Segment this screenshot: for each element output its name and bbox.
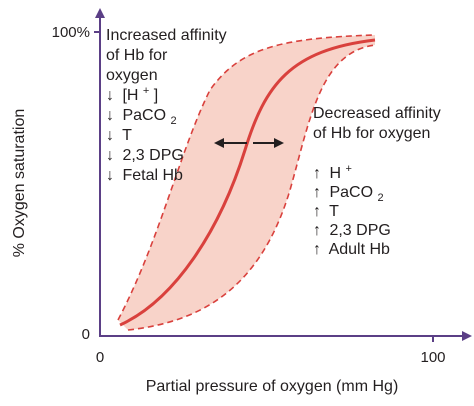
item-text: T	[329, 203, 339, 220]
x-tick-label-100: 100	[420, 349, 445, 366]
heading-line-2: of Hb for	[106, 47, 168, 64]
increased-affinity-item-paco2: ↓ PaCO 2	[106, 107, 177, 127]
up-arrow-icon: ↑	[313, 165, 321, 182]
decreased-affinity-item-paco2: ↑ PaCO 2	[313, 184, 384, 204]
shift-band	[118, 35, 375, 330]
decreased-affinity-item-t: ↑ T	[313, 203, 339, 220]
increased-affinity-block: Increased affinity of Hb for oxygen ↓ [H…	[106, 27, 231, 184]
item-superscript: +	[143, 85, 149, 97]
decreased-affinity-block: Decreased affinity of Hb for oxygen ↑ H …	[313, 105, 445, 258]
left-shifted-curve	[117, 34, 376, 321]
item-subscript: 2	[170, 115, 176, 127]
item-text: [H	[122, 87, 138, 104]
down-arrow-icon: ↓	[106, 147, 114, 164]
x-axis-title: Partial pressure of oxygen (mm Hg)	[146, 378, 399, 395]
item-text: H	[329, 165, 341, 182]
increased-affinity-item-h: ↓ [H + ]	[106, 81, 158, 104]
heading-line-2: of Hb for oxygen	[313, 125, 430, 142]
left-shift-arrowhead	[214, 138, 224, 148]
item-text: T	[122, 127, 132, 144]
down-arrow-icon: ↓	[106, 87, 114, 104]
x-axis-arrowhead	[462, 331, 472, 341]
up-arrow-icon: ↑	[313, 222, 321, 239]
item-superscript: +	[345, 163, 351, 175]
shift-arrows	[214, 138, 284, 148]
item-text: Adult Hb	[329, 241, 390, 258]
up-arrow-icon: ↑	[313, 184, 321, 201]
heading-line-1: Increased affinity	[106, 27, 227, 44]
y-tick-label-0: 0	[82, 326, 90, 343]
item-text: Fetal Hb	[122, 167, 183, 184]
increased-affinity-item-fetal-hb: ↓ Fetal Hb	[106, 167, 183, 184]
heading-line-3: oxygen	[106, 67, 158, 84]
y-axis-title: % Oxygen saturation	[11, 109, 28, 258]
up-arrow-icon: ↑	[313, 241, 321, 258]
oxygen-dissociation-curve	[119, 38, 376, 327]
up-arrow-icon: ↑	[313, 203, 321, 220]
increased-affinity-item-dpg: ↓ 2,3 DPG	[106, 147, 184, 164]
decreased-affinity-item-dpg: ↑ 2,3 DPG	[313, 222, 391, 239]
item-text: PaCO	[329, 184, 373, 201]
y-tick-label-100: 100%	[52, 24, 90, 41]
heading-line-1: Decreased affinity	[313, 105, 441, 122]
x-tick-label-0: 0	[96, 349, 104, 366]
item-text: PaCO	[122, 107, 166, 124]
decreased-affinity-item-h: ↑ H +	[313, 163, 352, 182]
decreased-affinity-heading: Decreased affinity of Hb for oxygen	[313, 105, 445, 142]
right-shift-arrowhead	[274, 138, 284, 148]
item-text: 2,3 DPG	[329, 222, 390, 239]
item-subscript: 2	[377, 192, 383, 204]
y-axis-arrowhead	[95, 8, 105, 18]
decreased-affinity-item-adult-hb: ↑ Adult Hb	[313, 241, 390, 258]
item-text: 2,3 DPG	[122, 147, 183, 164]
right-shifted-curve	[127, 44, 376, 331]
down-arrow-icon: ↓	[106, 107, 114, 124]
down-arrow-icon: ↓	[106, 167, 114, 184]
down-arrow-icon: ↓	[106, 127, 114, 144]
increased-affinity-heading: Increased affinity of Hb for oxygen	[106, 27, 231, 84]
increased-affinity-item-t: ↓ T	[106, 127, 132, 144]
item-tail: ]	[154, 87, 158, 104]
